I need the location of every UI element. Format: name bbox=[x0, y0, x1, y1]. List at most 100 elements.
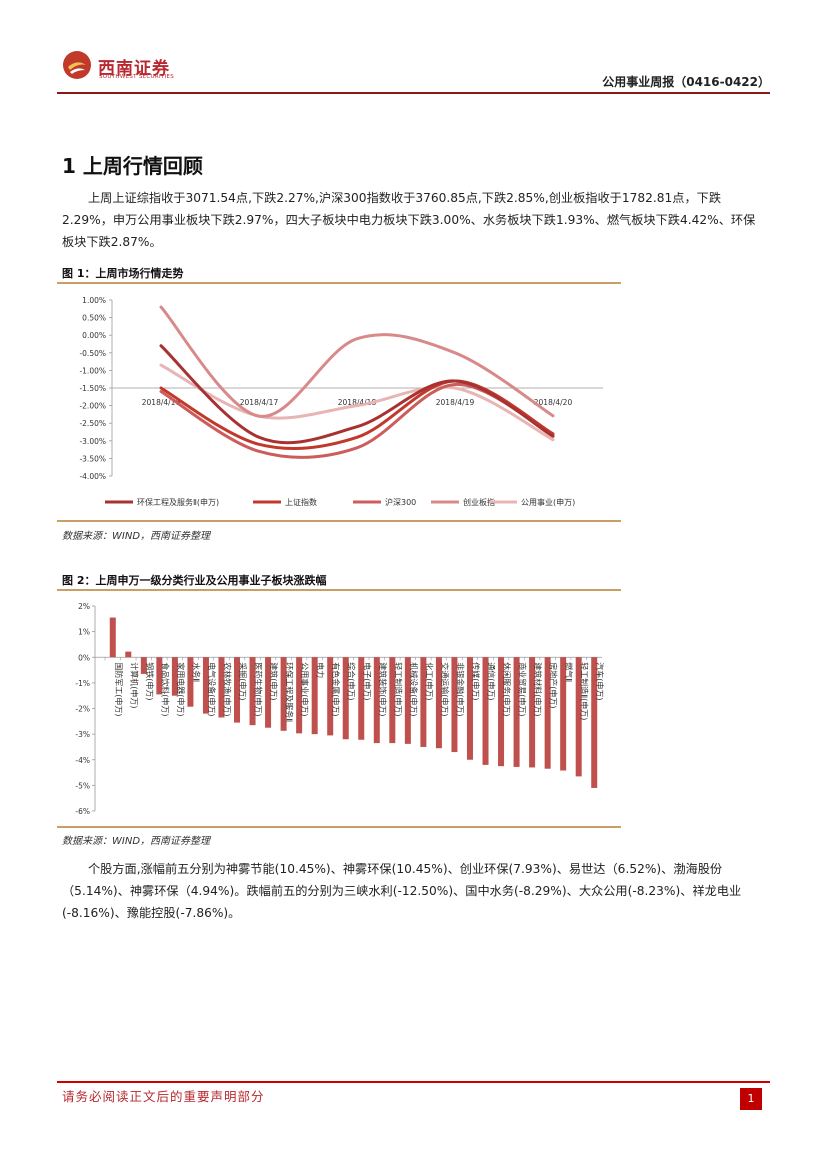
x-tick-label: 燃气Ⅱ bbox=[564, 662, 574, 682]
bar bbox=[265, 657, 272, 728]
x-tick-label: 食品饮料(申万) bbox=[160, 662, 170, 716]
figure1-title: 图 1：上周市场行情走势 bbox=[62, 267, 184, 280]
figure1-bottom-rule bbox=[57, 520, 621, 522]
bar bbox=[373, 657, 380, 744]
legend-label: 沪深300 bbox=[385, 497, 416, 507]
y-tick-label: 2% bbox=[78, 602, 90, 611]
y-tick-label: -1.50% bbox=[79, 384, 106, 393]
y-tick-label: 0.50% bbox=[82, 314, 106, 323]
x-tick-label: 交通运输(申万) bbox=[440, 662, 450, 716]
x-tick-label: 采掘(申万) bbox=[238, 662, 248, 700]
bar bbox=[187, 657, 194, 707]
intro-paragraph: 上周上证综指收于3071.54点,下跌2.27%,沪深300指数收于3760.8… bbox=[62, 191, 756, 249]
bar bbox=[171, 657, 178, 696]
logo-text: 西南证券 bbox=[98, 59, 170, 79]
legend-label: 创业板指 bbox=[463, 497, 495, 507]
x-tick-label: 2018/4/20 bbox=[534, 398, 573, 407]
bar bbox=[404, 657, 411, 744]
bar bbox=[591, 657, 598, 788]
bar bbox=[125, 651, 132, 658]
bar bbox=[311, 657, 318, 735]
x-tick-label: 商业贸易(申万) bbox=[518, 662, 528, 716]
bar bbox=[560, 657, 567, 771]
x-tick-label: 房地产(申万) bbox=[549, 662, 559, 708]
bar bbox=[342, 657, 349, 740]
bar bbox=[358, 657, 365, 740]
footer-divider bbox=[57, 1081, 770, 1083]
x-tick-label: 2018/4/18 bbox=[338, 398, 377, 407]
x-tick-label: 公用事业(申万) bbox=[300, 662, 310, 716]
x-tick-label: 钢铁(申万) bbox=[145, 662, 155, 700]
y-tick-label: -3.00% bbox=[79, 437, 106, 446]
bar bbox=[544, 657, 551, 769]
page-number: 1 bbox=[740, 1088, 762, 1110]
figure1-source: 数据来源：WIND，西南证券整理 bbox=[62, 531, 211, 542]
x-tick-label: 计算机(申万) bbox=[129, 662, 139, 708]
x-tick-label: 2018/4/19 bbox=[436, 398, 475, 407]
legend-label: 环保工程及服务Ⅱ(申万) bbox=[137, 497, 219, 507]
x-tick-label: 综合(申万) bbox=[347, 662, 357, 700]
y-tick-label: 1% bbox=[78, 628, 90, 637]
x-tick-label: 轻工制造(申万) bbox=[393, 662, 403, 716]
logo-subtitle: SOUTHWEST SECURITIES bbox=[99, 74, 175, 80]
series-line bbox=[159, 305, 555, 418]
x-tick-label: 传媒(申万) bbox=[471, 662, 481, 700]
y-tick-label: -1.00% bbox=[79, 366, 106, 375]
y-tick-label: -2% bbox=[75, 705, 90, 714]
x-tick-label: 电子(申万) bbox=[362, 662, 372, 700]
bar bbox=[482, 657, 489, 765]
bar bbox=[202, 657, 209, 714]
x-tick-label: 机械设备(申万) bbox=[409, 662, 419, 716]
bar bbox=[109, 617, 116, 658]
bar bbox=[389, 657, 396, 744]
x-tick-label: 非银金融(申万) bbox=[455, 662, 465, 716]
bar bbox=[529, 657, 536, 768]
bar bbox=[234, 657, 241, 723]
bar bbox=[249, 657, 256, 726]
x-tick-label: 建筑材料(申万) bbox=[533, 662, 543, 716]
y-tick-label: -5% bbox=[75, 781, 90, 790]
y-tick-label: -4% bbox=[75, 756, 90, 765]
x-tick-label: 医药生物(申万) bbox=[254, 662, 264, 716]
x-tick-label: 国防军工(申万) bbox=[114, 662, 124, 716]
x-tick-label: 建筑装饰(申万) bbox=[378, 662, 388, 716]
y-tick-label: 0.00% bbox=[82, 331, 106, 340]
x-tick-label: 电气设备(申万) bbox=[207, 662, 217, 716]
industry-change-bar-chart: 2% 1% 0% -1% -2% -3% -4% -5% -6% 国防军工(申万) 计算机(申万) 钢… bbox=[75, 602, 605, 816]
x-tick-label: 2018/4/17 bbox=[240, 398, 279, 407]
bar bbox=[156, 657, 163, 695]
section-title: 1 上周行情回顾 bbox=[62, 154, 203, 178]
y-tick-label: -2.50% bbox=[79, 419, 106, 428]
figure2-bottom-rule bbox=[57, 826, 621, 828]
y-tick-label: 0% bbox=[78, 653, 90, 662]
bar bbox=[420, 657, 427, 747]
x-tick-label: 水务Ⅱ bbox=[191, 662, 201, 682]
series-line bbox=[159, 379, 555, 450]
header-divider bbox=[57, 92, 770, 94]
x-tick-label: 通信(申万) bbox=[487, 662, 497, 700]
bar bbox=[140, 657, 147, 674]
y-tick-label: -4.00% bbox=[79, 472, 106, 481]
y-tick-label: -3.50% bbox=[79, 454, 106, 463]
legend-label: 公用事业(申万) bbox=[521, 497, 575, 507]
x-tick-label: 汽车(申万) bbox=[595, 662, 605, 700]
bar bbox=[435, 657, 442, 749]
bar bbox=[280, 657, 287, 731]
bar bbox=[513, 657, 520, 767]
bar bbox=[296, 657, 303, 734]
x-tick-label: 休闲服务(申万) bbox=[502, 662, 512, 716]
company-logo-icon bbox=[63, 51, 91, 79]
legend-label: 上证指数 bbox=[285, 497, 317, 507]
footer-disclaimer-note: 请务必阅读正文后的重要声明部分 bbox=[62, 1089, 265, 1104]
x-tick-label: 电力 bbox=[316, 662, 326, 678]
x-tick-label: 轻工制造Ⅱ(申万) bbox=[580, 662, 590, 720]
bar bbox=[218, 657, 225, 718]
x-tick-label: 家用电器(申万) bbox=[176, 662, 186, 716]
y-tick-label: -6% bbox=[75, 807, 90, 816]
figure2-title: 图 2：上周申万一级分类行业及公用事业子板块涨跌幅 bbox=[62, 574, 327, 587]
market-trend-line-chart: 1.00% 0.50% 0.00% -0.50% -1.00% -1.50% -2.00% -… bbox=[79, 296, 603, 507]
bar bbox=[466, 657, 473, 760]
series-line bbox=[159, 363, 555, 442]
y-tick-label: 1.00% bbox=[82, 296, 106, 305]
x-tick-label: 环保工程及服务Ⅱ bbox=[285, 662, 295, 722]
